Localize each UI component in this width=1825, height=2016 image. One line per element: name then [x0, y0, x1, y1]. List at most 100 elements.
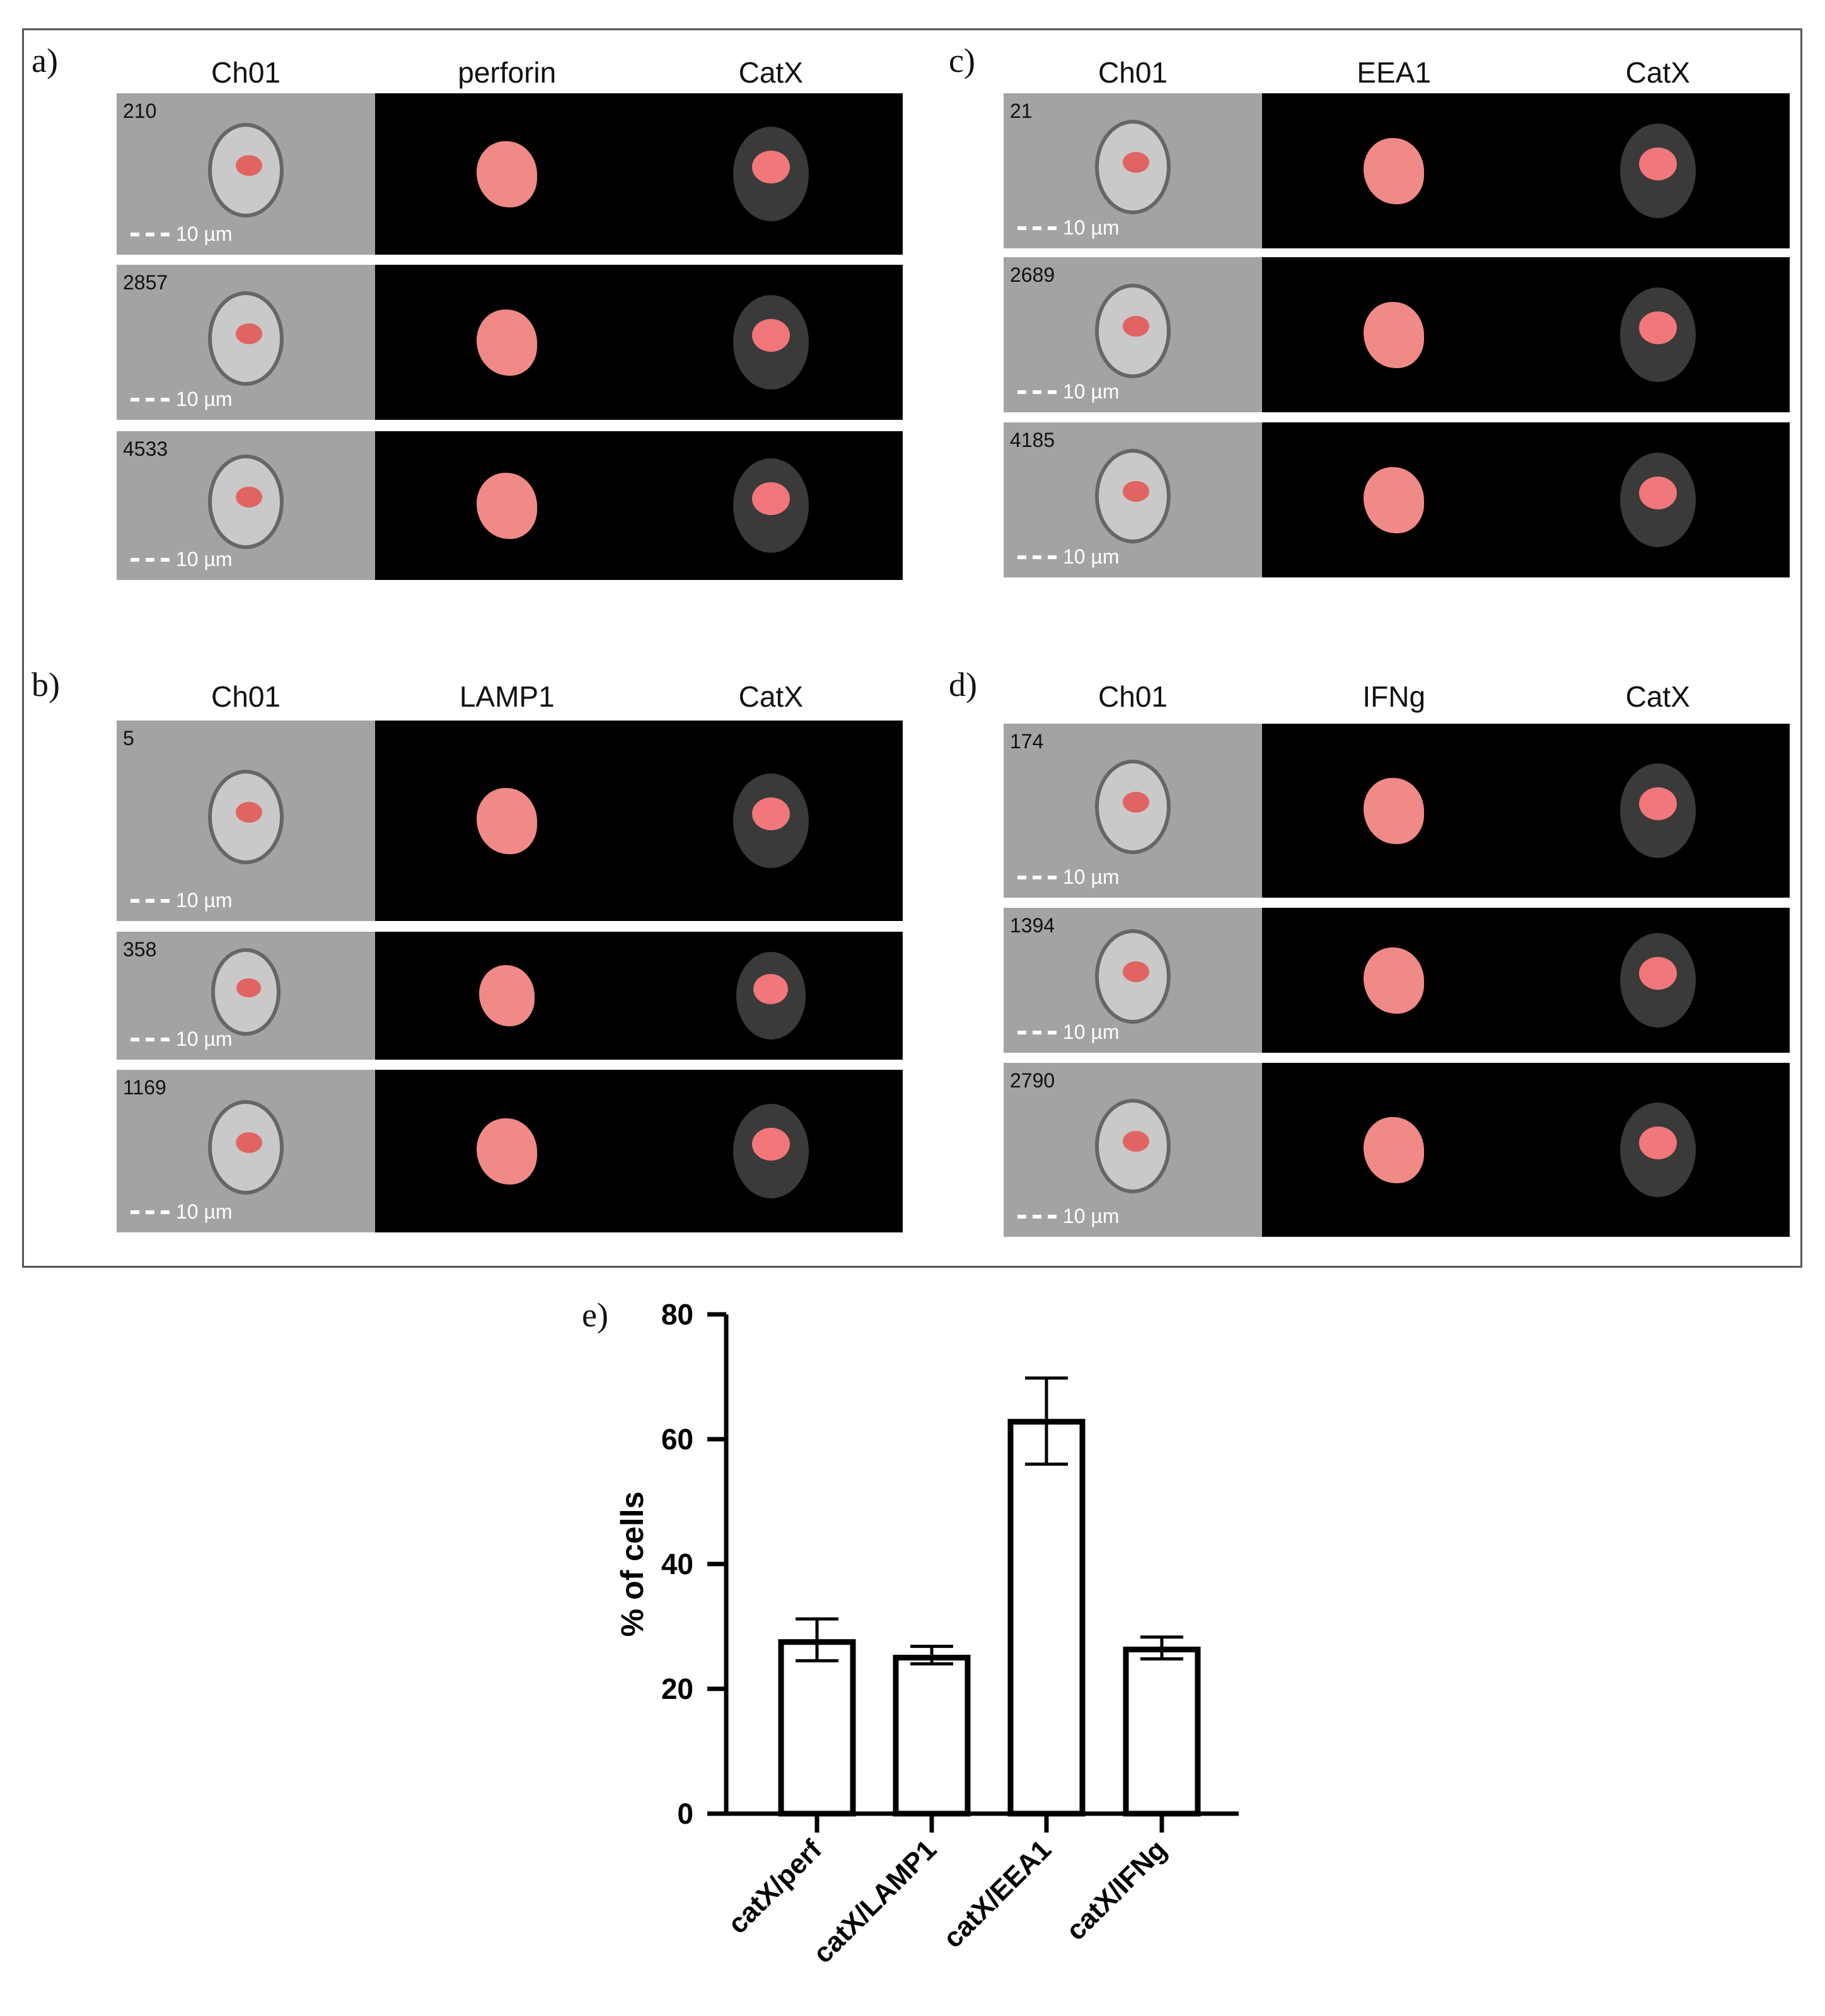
- image-row: 174 10 µm: [1004, 724, 1790, 898]
- cell-outline: [211, 948, 281, 1036]
- overlay-spot: [1122, 792, 1149, 813]
- event-number: 2790: [1010, 1069, 1055, 1092]
- overlay-spot: [1122, 152, 1149, 173]
- fluorescence-images: [375, 431, 903, 580]
- column-title: perforin: [458, 56, 557, 89]
- event-number: 5: [123, 727, 134, 750]
- microscopy-figure-frame: [22, 28, 1802, 1268]
- catx-signal: [1619, 287, 1696, 382]
- event-number: 1394: [1010, 914, 1055, 937]
- image-row: 2857 10 µm: [117, 265, 903, 420]
- catx-signal: [733, 295, 809, 390]
- brightfield-image: 4533 10 µm: [117, 431, 375, 580]
- panel-letter: b): [32, 666, 60, 704]
- image-row: 210 10 µm: [117, 93, 903, 255]
- panel-letter: c): [949, 42, 975, 79]
- fluorescence-images: [375, 932, 903, 1060]
- event-number: 21: [1010, 100, 1033, 122]
- brightfield-image: 174 10 µm: [1004, 724, 1262, 898]
- scale-bar-label: 10 µm: [176, 889, 233, 912]
- chart-panel-letter: e): [582, 1296, 608, 1334]
- marker-signal: [477, 141, 538, 207]
- bar: [778, 1639, 856, 1817]
- scale-bar-label: 10 µm: [1063, 380, 1120, 403]
- column-title: Ch01: [211, 680, 281, 713]
- column-title: Ch01: [211, 56, 281, 89]
- x-tick-label: catX/LAMP1: [808, 1834, 942, 1969]
- brightfield-image: 2790 10 µm: [1004, 1063, 1262, 1237]
- brightfield-image: 4185 10 µm: [1004, 422, 1262, 577]
- cell-outline: [208, 291, 284, 386]
- cell-outline: [1095, 929, 1171, 1024]
- y-tick-label: 80: [661, 1298, 693, 1331]
- fluorescence-images: [1262, 724, 1790, 898]
- fluorescence-images: [1262, 257, 1790, 412]
- image-row: 358 10 µm: [117, 932, 903, 1060]
- panel-letter: a): [32, 42, 58, 79]
- cell-outline: [208, 455, 284, 549]
- column-title: Ch01: [1098, 56, 1167, 89]
- scale-bar: 10 µm: [130, 223, 233, 246]
- brightfield-image: 2689 10 µm: [1004, 257, 1262, 412]
- catx-signal: [1619, 763, 1696, 858]
- catx-overlay-spot: [1638, 787, 1677, 820]
- overlay-spot: [1122, 481, 1149, 502]
- overlay-spot: [1122, 316, 1149, 337]
- marker-signal: [1364, 947, 1425, 1014]
- x-tick-label: catX/EEA1: [937, 1834, 1057, 1954]
- catx-signal: [1619, 124, 1696, 218]
- panel-letter: d): [949, 666, 977, 704]
- event-number: 210: [123, 100, 157, 122]
- scale-bar-label: 10 µm: [176, 1028, 233, 1050]
- catx-signal: [733, 458, 809, 553]
- cell-outline: [1095, 284, 1171, 378]
- cell-outline: [1095, 449, 1171, 543]
- scale-bar: 10 µm: [1017, 380, 1120, 403]
- fluorescence-images: [375, 93, 903, 255]
- cell-outline: [208, 770, 284, 864]
- scale-bar-label: 10 µm: [1063, 866, 1120, 888]
- event-number: 174: [1010, 730, 1044, 753]
- bar: [1007, 1418, 1086, 1817]
- overlay-spot: [235, 802, 262, 823]
- image-row: 21 10 µm: [1004, 93, 1790, 248]
- image-row: 1169 10 µm: [117, 1070, 903, 1232]
- x-tick-label: catX/IFNg: [1060, 1834, 1173, 1946]
- brightfield-image: 210 10 µm: [117, 93, 375, 255]
- scale-bar: 10 µm: [130, 548, 233, 571]
- marker-signal: [477, 787, 538, 854]
- scale-bar-label: 10 µm: [176, 388, 233, 410]
- fluorescence-images: [1262, 908, 1790, 1053]
- marker-signal: [1364, 301, 1425, 368]
- event-number: 358: [123, 938, 157, 961]
- catx-overlay-spot: [1638, 956, 1677, 990]
- bar: [1123, 1647, 1201, 1817]
- catx-overlay-spot: [751, 797, 790, 830]
- image-row: 2790 10 µm: [1004, 1063, 1790, 1237]
- y-tick-label: 60: [661, 1423, 693, 1456]
- image-row: 4185 10 µm: [1004, 422, 1790, 577]
- catx-signal: [733, 773, 809, 868]
- scale-bar: 10 µm: [130, 388, 233, 411]
- catx-overlay-spot: [1638, 147, 1677, 180]
- catx-overlay-spot: [751, 482, 790, 515]
- catx-signal: [1619, 933, 1696, 1028]
- event-number: 2857: [123, 271, 168, 294]
- marker-signal: [1364, 137, 1425, 204]
- y-tick-label: 20: [661, 1672, 693, 1705]
- marker-signal: [477, 1118, 538, 1185]
- scale-bar: 10 µm: [130, 1200, 233, 1224]
- brightfield-image: 1169 10 µm: [117, 1070, 375, 1232]
- catx-overlay-spot: [1638, 476, 1677, 509]
- event-number: 4533: [123, 437, 168, 460]
- scale-bar-label: 10 µm: [176, 223, 233, 245]
- scale-bar: 10 µm: [1017, 216, 1120, 240]
- column-title: CatX: [738, 680, 803, 713]
- overlay-spot: [235, 155, 262, 176]
- scale-bar-label: 10 µm: [1063, 545, 1120, 568]
- scale-bar: 10 µm: [1017, 866, 1120, 889]
- fluorescence-images: [375, 1070, 903, 1232]
- overlay-spot: [235, 323, 262, 344]
- column-title: LAMP1: [459, 680, 555, 713]
- catx-overlay-spot: [1638, 311, 1677, 344]
